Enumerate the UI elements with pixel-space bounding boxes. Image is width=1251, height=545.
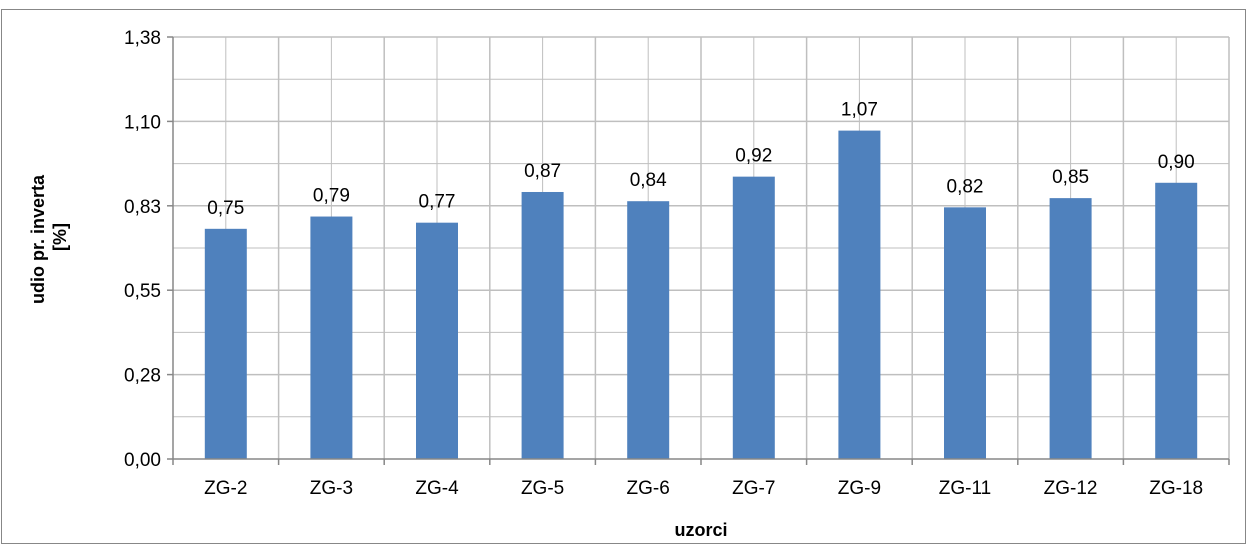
data-label: 0,92 (735, 146, 772, 167)
data-label: 0,87 (524, 161, 561, 182)
data-label: 0,75 (207, 198, 244, 219)
x-tick-label: ZG-12 (1044, 478, 1098, 499)
bar (1049, 198, 1092, 460)
bars (204, 130, 1198, 460)
bar (204, 228, 247, 459)
bar (310, 216, 353, 459)
axes (167, 36, 1230, 465)
y-axis-title-line-1: udio pr. inverta (28, 174, 48, 304)
x-tick-label: ZG-4 (415, 478, 459, 499)
x-tick-label: ZG-3 (310, 478, 353, 499)
y-tick-label: 0,28 (124, 366, 161, 387)
data-label: 0,90 (1158, 152, 1195, 173)
bar (627, 201, 670, 460)
bar (944, 207, 986, 459)
bar (1155, 182, 1198, 460)
data-label: 0,79 (313, 186, 350, 207)
data-label: 0,77 (419, 192, 456, 213)
x-tick-label: ZG-7 (732, 478, 775, 499)
x-tick-label: ZG-11 (939, 478, 991, 499)
labels: 0,75 ZG-2 0,79 ZG-3 0,77 ZG-4 0,87 ZG-5 0,84 ZG-6… (124, 28, 1203, 499)
data-label: 1,07 (841, 100, 878, 121)
y-tick-label: 0,00 (124, 450, 161, 471)
data-label: 0,84 (630, 170, 667, 191)
x-tick-label: ZG-18 (1149, 478, 1203, 499)
y-tick-label: 1,10 (124, 112, 161, 133)
y-tick-label: 1,38 (124, 28, 161, 49)
data-label: 0,85 (1052, 167, 1089, 188)
bar (838, 130, 881, 459)
x-tick-label: ZG-5 (521, 478, 564, 499)
bar (732, 176, 775, 460)
x-tick-label: ZG-9 (838, 478, 881, 499)
bar (416, 222, 458, 459)
x-axis-title: uzorci (674, 520, 727, 540)
bar (521, 191, 564, 460)
y-axis-title-line-2: [%] (50, 223, 70, 251)
y-tick-label: 0,55 (124, 281, 161, 302)
x-tick-label: ZG-2 (204, 478, 247, 499)
y-axis-title: udio pr. inverta [%] (28, 170, 70, 304)
data-label: 0,82 (947, 176, 984, 197)
x-tick-label: ZG-6 (627, 478, 670, 499)
y-tick-label: 0,83 (124, 197, 161, 218)
